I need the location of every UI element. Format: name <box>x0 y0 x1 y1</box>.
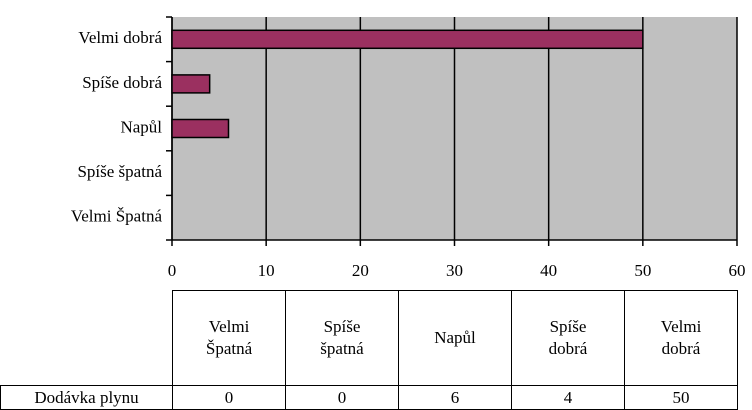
table-category-text: Spíše dobrá <box>548 317 588 358</box>
y-tick-label: Spíše dobrá <box>82 73 162 92</box>
table-value: 0 <box>172 385 286 410</box>
table-value-text: 0 <box>337 387 347 407</box>
series-name: Dodávka plynu <box>0 385 173 410</box>
x-tick-label: 20 <box>352 261 369 280</box>
table-category-text: Napůl <box>434 328 476 347</box>
table-value-text: 0 <box>224 387 234 407</box>
table-value: 0 <box>285 385 399 410</box>
table-value: 4 <box>511 385 625 410</box>
bar <box>171 74 211 94</box>
bar <box>171 29 644 50</box>
x-tick-label: 40 <box>540 261 557 280</box>
bar <box>171 118 230 139</box>
x-tick-label: 30 <box>446 261 463 280</box>
table-value-text: 6 <box>450 387 460 407</box>
table-category-text: Velmi Špatná <box>205 317 253 358</box>
table-value: 50 <box>624 385 738 410</box>
table-category: Spíše špatná <box>285 290 399 386</box>
y-tick-label: Spíše špatná <box>77 162 162 181</box>
table-data-row: Dodávka plynu 0 0 6 4 50 <box>0 385 738 410</box>
table-value: 6 <box>398 385 512 410</box>
table-category: Velmi dobrá <box>624 290 738 386</box>
corner <box>1 291 173 386</box>
table-category: Napůl <box>398 290 512 386</box>
table-value-text: 4 <box>563 387 573 407</box>
x-tick-label: 60 <box>729 261 746 280</box>
x-tick-label: 10 <box>258 261 275 280</box>
table-category-text: Velmi dobrá <box>660 317 702 358</box>
y-tick-label: Velmi dobrá <box>78 28 162 47</box>
table-category: Velmi Špatná <box>172 290 286 386</box>
x-tick-label: 50 <box>634 261 651 280</box>
y-tick-label: Velmi Špatná <box>71 207 163 226</box>
data-table: Velmi Špatná Spíše špatná Napůl Spíše dobrá… <box>0 290 738 410</box>
x-tick-label: 0 <box>168 261 177 280</box>
table-value-text: 50 <box>672 387 690 407</box>
y-tick-label: Napůl <box>120 117 162 136</box>
table-category-text: Spíše špatná <box>320 317 364 358</box>
table-header-row: Velmi Špatná Spíše špatná Napůl Spíše dobrá… <box>1 290 738 386</box>
chart: 0 10 20 30 40 50 60 Velmi Špatná Spíše špatná Nap… <box>71 16 746 280</box>
table-category: Spíše dobrá <box>511 290 625 386</box>
